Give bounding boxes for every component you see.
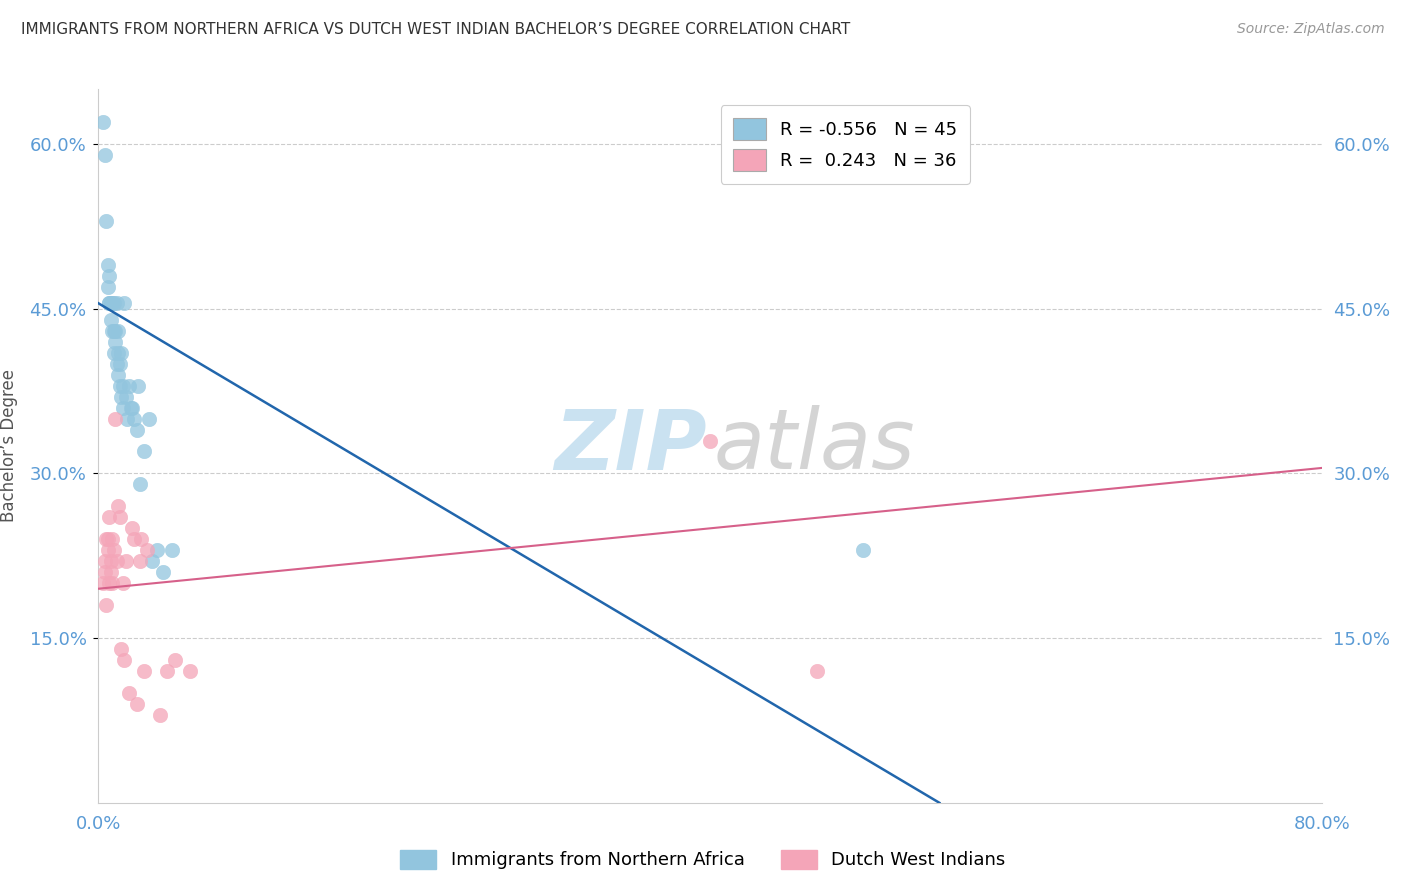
- Point: [103, 296, 125, 310]
- Point: [105, 554, 128, 568]
- Point: [122, 411, 145, 425]
- Point: [179, 664, 201, 678]
- Point: [125, 697, 148, 711]
- Point: [98, 296, 121, 310]
- Point: [122, 533, 145, 547]
- Point: [111, 576, 134, 591]
- Point: [128, 554, 150, 568]
- Point: [100, 296, 122, 310]
- Point: [129, 533, 152, 547]
- Point: [98, 510, 121, 524]
- Point: [97, 543, 120, 558]
- Point: [101, 533, 124, 547]
- Point: [110, 390, 132, 404]
- Point: [111, 378, 134, 392]
- Point: [852, 543, 875, 558]
- Point: [121, 521, 143, 535]
- Text: IMMIGRANTS FROM NORTHERN AFRICA VS DUTCH WEST INDIAN BACHELOR’S DEGREE CORRELATI: IMMIGRANTS FROM NORTHERN AFRICA VS DUTCH…: [21, 22, 851, 37]
- Point: [97, 280, 120, 294]
- Point: [93, 148, 115, 162]
- Point: [138, 411, 160, 425]
- Point: [100, 554, 122, 568]
- Point: [699, 434, 721, 448]
- Legend: R = -0.556   N = 45, R =  0.243   N = 36: R = -0.556 N = 45, R = 0.243 N = 36: [721, 105, 970, 184]
- Point: [93, 554, 115, 568]
- Point: [98, 268, 121, 283]
- Point: [120, 401, 142, 415]
- Point: [108, 357, 131, 371]
- Legend: Immigrants from Northern Africa, Dutch West Indians: Immigrants from Northern Africa, Dutch W…: [391, 841, 1015, 879]
- Text: ZIP: ZIP: [554, 406, 706, 486]
- Text: atlas: atlas: [714, 406, 915, 486]
- Point: [103, 324, 125, 338]
- Point: [91, 576, 114, 591]
- Point: [101, 324, 124, 338]
- Point: [128, 477, 150, 491]
- Point: [103, 345, 125, 359]
- Point: [108, 510, 131, 524]
- Point: [127, 378, 149, 392]
- Point: [97, 258, 120, 272]
- Point: [94, 598, 117, 612]
- Point: [145, 543, 167, 558]
- Point: [107, 368, 129, 382]
- Point: [100, 312, 122, 326]
- Point: [94, 214, 117, 228]
- Point: [101, 576, 124, 591]
- Point: [110, 642, 132, 657]
- Point: [98, 296, 121, 310]
- Point: [104, 334, 127, 349]
- Y-axis label: Bachelor’s Degree: Bachelor’s Degree: [0, 369, 18, 523]
- Point: [118, 686, 141, 700]
- Point: [134, 664, 156, 678]
- Point: [108, 378, 131, 392]
- Point: [115, 390, 138, 404]
- Point: [806, 664, 828, 678]
- Point: [125, 423, 148, 437]
- Point: [115, 554, 138, 568]
- Point: [104, 324, 127, 338]
- Point: [101, 296, 124, 310]
- Point: [152, 566, 174, 580]
- Point: [141, 554, 163, 568]
- Point: [112, 653, 135, 667]
- Point: [112, 296, 135, 310]
- Point: [136, 543, 159, 558]
- Point: [118, 378, 141, 392]
- Point: [163, 653, 186, 667]
- Point: [91, 115, 114, 129]
- Point: [160, 543, 183, 558]
- Point: [93, 566, 115, 580]
- Point: [107, 324, 129, 338]
- Point: [105, 357, 128, 371]
- Point: [156, 664, 179, 678]
- Point: [110, 345, 132, 359]
- Point: [134, 444, 156, 458]
- Point: [98, 576, 121, 591]
- Point: [117, 411, 139, 425]
- Text: Source: ZipAtlas.com: Source: ZipAtlas.com: [1237, 22, 1385, 37]
- Point: [111, 401, 134, 415]
- Point: [103, 543, 125, 558]
- Point: [107, 500, 129, 514]
- Point: [100, 566, 122, 580]
- Point: [149, 708, 172, 723]
- Point: [94, 533, 117, 547]
- Point: [105, 296, 128, 310]
- Point: [104, 411, 127, 425]
- Point: [107, 345, 129, 359]
- Point: [121, 401, 143, 415]
- Point: [97, 533, 120, 547]
